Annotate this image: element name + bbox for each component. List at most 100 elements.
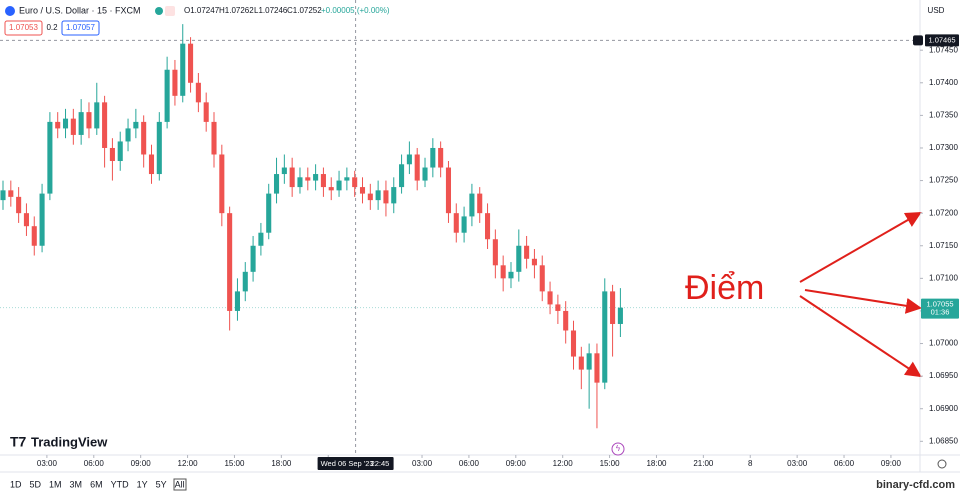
- y-tick-label: 1.07450: [929, 45, 958, 54]
- settings-icon[interactable]: [937, 459, 947, 469]
- x-tick-label: 09:00: [506, 459, 527, 468]
- spread: 0.2: [46, 23, 58, 32]
- candle-body: [610, 291, 616, 324]
- candle-body: [547, 291, 553, 305]
- arrow: [799, 212, 922, 283]
- timeframe-button[interactable]: 5Y: [156, 479, 167, 489]
- y-tick-label: 1.06900: [929, 404, 958, 413]
- candle-body: [352, 177, 358, 188]
- candle-body: [70, 118, 76, 135]
- candle-body: [578, 356, 584, 370]
- timeframe-button[interactable]: All: [175, 479, 185, 489]
- arrow: [799, 295, 922, 378]
- logo: TradingView: [31, 434, 108, 449]
- ohlc-low: L1.07246: [254, 6, 288, 15]
- status-icon: [165, 6, 175, 16]
- candle-body: [383, 190, 389, 204]
- ohlc-high: H1.07262: [219, 6, 254, 15]
- candle-body: [375, 190, 381, 201]
- candle-body: [570, 330, 577, 357]
- ohlc-close: C1.07252: [287, 6, 322, 15]
- buy-box[interactable]: [61, 20, 100, 36]
- x-tick-label: 8: [748, 459, 753, 468]
- timeframe-button[interactable]: 1M: [49, 479, 62, 489]
- x-tick-label: 03:00: [412, 459, 433, 468]
- candle-body: [422, 167, 428, 181]
- candle-body: [563, 310, 569, 331]
- candle-body: [148, 154, 155, 175]
- x-tick-label: 03:00: [787, 459, 808, 468]
- candle-body: [242, 271, 248, 292]
- x-tick-label: 12:00: [178, 459, 199, 468]
- timeframe-button[interactable]: 1Y: [137, 479, 148, 489]
- crosshair-time: 22:45: [371, 459, 390, 468]
- y-tick-label: 1.07200: [929, 208, 958, 217]
- candle-body: [39, 193, 45, 246]
- event-symbol: ϟ: [616, 444, 621, 453]
- candle-body: [227, 213, 233, 311]
- x-tick-label: 18:00: [271, 459, 292, 468]
- candle-body: [367, 193, 373, 201]
- crosshair-price-box: [925, 34, 959, 47]
- candle-body: [461, 216, 467, 233]
- date-range-icon[interactable]: [173, 478, 187, 491]
- y-tick-label: 1.06850: [929, 436, 958, 445]
- y-tick-label: 1.07150: [929, 241, 958, 250]
- candle-body: [211, 121, 217, 155]
- candle-body: [430, 147, 436, 168]
- symbol-title: Euro / U.S. Dollar · 15 · FXCM: [19, 5, 141, 15]
- arrow: [804, 289, 922, 314]
- y-tick-label: 1.07400: [929, 78, 958, 87]
- candle-body: [31, 226, 37, 246]
- candle-body: [469, 193, 475, 217]
- candle-body: [102, 102, 108, 148]
- x-tick-label: 21:00: [693, 459, 714, 468]
- candle-body: [273, 174, 280, 194]
- y-tick-label: 1.07350: [929, 110, 958, 119]
- countdown: 01:36: [931, 308, 950, 317]
- annotation: Điểm: [685, 269, 764, 307]
- candle-body: [453, 213, 459, 233]
- ask-price: 1.07057: [66, 23, 95, 32]
- bid-price: 1.07053: [9, 23, 38, 32]
- candle-body: [195, 82, 201, 103]
- x-tick-label: 09:00: [881, 459, 902, 468]
- x-tick-label: 12:00: [553, 459, 574, 468]
- x-tick-label: 18:00: [646, 459, 667, 468]
- candle-body: [156, 121, 162, 175]
- candle-body: [281, 167, 287, 175]
- timeframe-button[interactable]: 1D: [10, 479, 22, 489]
- candle-body: [141, 121, 147, 155]
- sell-box[interactable]: [4, 20, 43, 36]
- candle-body: [172, 69, 178, 96]
- candle-body: [539, 265, 545, 292]
- candle-body: [109, 147, 115, 162]
- candle-body: [266, 193, 272, 233]
- candle-body: [289, 167, 295, 188]
- candle-body: [391, 187, 397, 204]
- timeframe-button[interactable]: 3M: [70, 479, 83, 489]
- y-tick-label: 1.07300: [929, 143, 958, 152]
- candle-body: [47, 121, 53, 194]
- timeframe-button[interactable]: 6M: [90, 479, 103, 489]
- timeframe-button[interactable]: 5D: [30, 479, 42, 489]
- candle-body: [117, 141, 123, 162]
- candle-body: [133, 121, 139, 129]
- watermark: binary-cfd.com: [876, 479, 955, 491]
- plot: [0, 0, 920, 455]
- timeframe-button[interactable]: YTD: [111, 479, 130, 489]
- candle-body: [164, 69, 170, 122]
- candle-body: [399, 164, 405, 188]
- event-icon[interactable]: [611, 442, 625, 456]
- ohlc-change: +0.00005 (+0.00%): [321, 6, 390, 15]
- symbol-icon: [5, 6, 15, 16]
- candle-body: [438, 147, 444, 168]
- candle-body: [414, 154, 420, 181]
- candle-body: [406, 154, 412, 165]
- x-tick-label: 03:00: [37, 459, 58, 468]
- candle-body: [492, 239, 498, 266]
- x-tick-label: 06:00: [834, 459, 855, 468]
- x-tick-label: 09:00: [131, 459, 152, 468]
- candle-body: [477, 193, 483, 214]
